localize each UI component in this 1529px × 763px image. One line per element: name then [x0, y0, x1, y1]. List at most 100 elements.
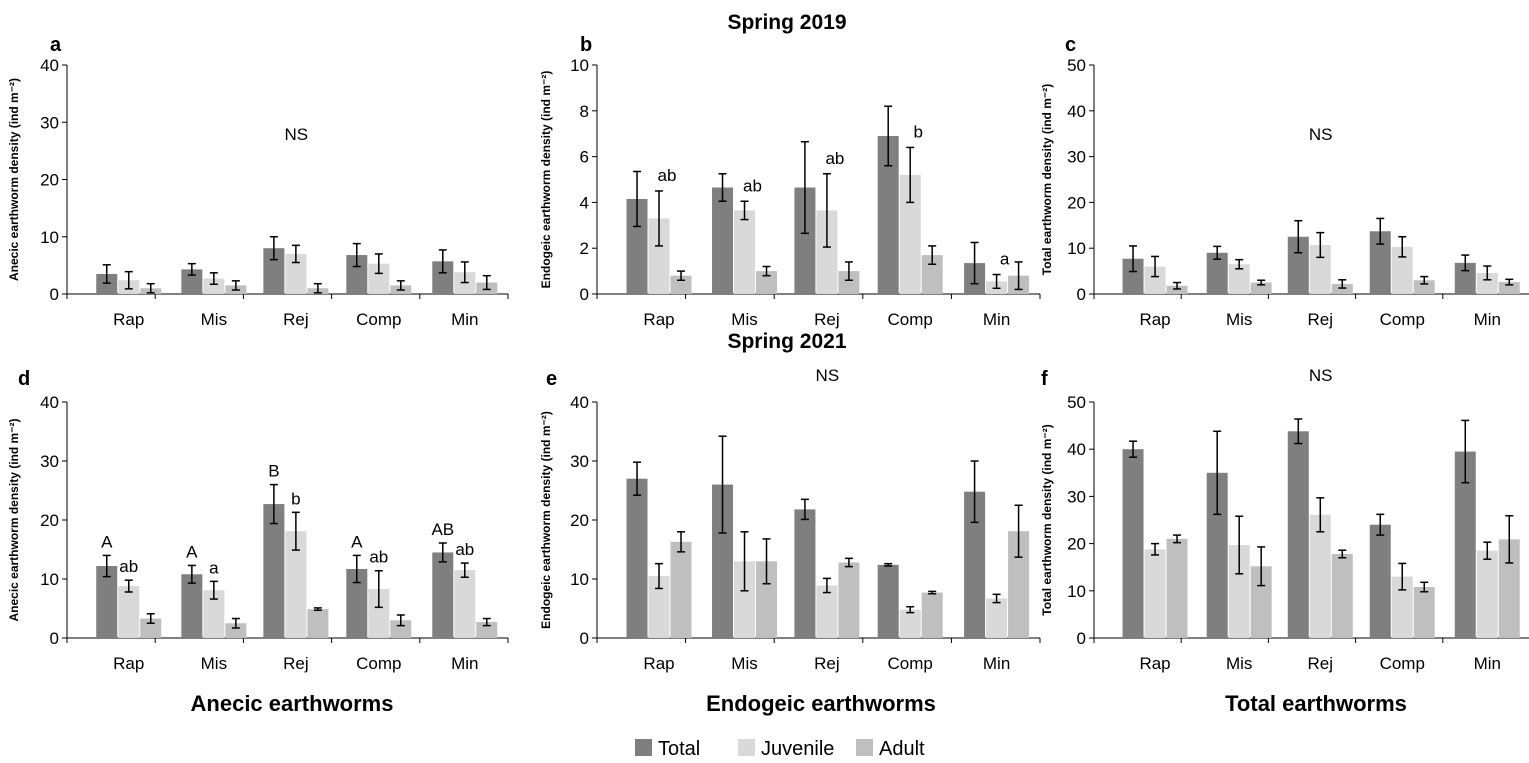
bar-total: [794, 187, 816, 294]
y-tick-label: 6: [580, 148, 589, 167]
y-tick-label: 10: [570, 56, 589, 75]
ns-annotation: NS: [816, 366, 840, 385]
y-axis-label: Total earthworm density (ind m⁻²): [1040, 424, 1054, 615]
y-axis-label: Anecic earthworm density (ind m⁻²): [7, 418, 21, 621]
error-bar: [1420, 581, 1429, 593]
error-bar: [1235, 515, 1244, 575]
x-tick-label: Min: [983, 310, 1010, 329]
x-tick-label: Rap: [1139, 310, 1170, 329]
error-bar: [209, 272, 218, 286]
bar-juvenile: [285, 253, 307, 294]
x-tick-label: Comp: [888, 654, 933, 673]
error-bar: [1338, 549, 1347, 559]
error-bar: [1398, 562, 1407, 591]
bar-juvenile: [1309, 514, 1331, 638]
error-bar: [1316, 231, 1325, 259]
error-bar: [844, 261, 853, 282]
error-bar: [374, 253, 383, 275]
bar-juvenile: [454, 570, 476, 638]
error-bar: [1483, 541, 1492, 560]
error-bar: [1505, 515, 1514, 564]
x-tick-label: Rap: [1139, 654, 1170, 673]
error-bar: [992, 273, 1001, 290]
x-tick-label: Mis: [201, 654, 227, 673]
error-bar: [822, 173, 831, 248]
error-bar: [1294, 418, 1303, 445]
error-bar: [970, 241, 979, 285]
bar-adult: [1498, 282, 1520, 294]
bar-total: [1369, 231, 1391, 294]
y-tick-label: 4: [580, 193, 589, 212]
error-bar: [633, 461, 642, 496]
error-bar: [844, 557, 853, 568]
bar-adult: [756, 271, 778, 294]
error-bar: [1014, 504, 1023, 558]
significance-letter: a: [209, 558, 219, 577]
bar-total: [432, 261, 454, 294]
bar-juvenile: [285, 531, 307, 638]
error-bar: [374, 569, 383, 609]
y-tick-label: 30: [1067, 487, 1086, 506]
x-tick-label: Min: [983, 654, 1010, 673]
error-bar: [124, 579, 133, 593]
y-tick-label: 20: [40, 511, 59, 530]
error-bar: [313, 607, 322, 612]
error-bar: [718, 173, 727, 203]
x-tick-label: Rej: [1308, 654, 1334, 673]
bar-juvenile: [1228, 545, 1250, 638]
bar-adult: [1008, 531, 1030, 638]
bar-adult: [921, 592, 943, 638]
error-bar: [677, 270, 686, 282]
error-bar: [992, 593, 1001, 604]
x-tick-label: Rej: [283, 310, 309, 329]
error-bar: [677, 531, 686, 553]
error-bar: [1420, 275, 1429, 285]
bar-juvenile: [203, 590, 225, 638]
y-tick-label: 0: [50, 285, 59, 304]
bar-juvenile: [899, 609, 921, 638]
y-tick-label: 20: [1067, 193, 1086, 212]
x-tick-label: Comp: [888, 310, 933, 329]
bar-juvenile: [648, 576, 670, 638]
bar-adult: [670, 275, 692, 294]
error-bar: [928, 245, 937, 265]
y-tick-label: 50: [1067, 393, 1086, 412]
y-tick-label: 50: [1067, 56, 1086, 75]
bar-adult: [1250, 566, 1272, 638]
error-bar: [822, 577, 831, 594]
y-tick-label: 0: [1077, 629, 1086, 648]
x-tick-label: Mis: [201, 310, 227, 329]
bar-total: [712, 484, 734, 638]
error-bar: [1294, 219, 1303, 254]
y-tick-label: 30: [570, 452, 589, 471]
y-tick-label: 0: [580, 629, 589, 648]
bar-juvenile: [1476, 550, 1498, 638]
y-tick-label: 30: [40, 113, 59, 132]
legend: Total Juvenile Adult: [635, 738, 925, 760]
y-axis-label: Anecic earthworm density (ind m⁻²): [7, 78, 21, 281]
error-bar: [1151, 542, 1160, 556]
bar-total: [877, 135, 899, 294]
bar-juvenile: [1476, 272, 1498, 294]
error-bar: [884, 105, 893, 167]
error-bar: [1376, 513, 1385, 536]
significance-letter: b: [291, 489, 300, 508]
significance-letter: b: [913, 122, 922, 141]
error-bar: [1461, 254, 1470, 272]
x-tick-label: Rej: [283, 654, 309, 673]
panel-d: d 0 10 20 30 40 Rap Mis Rej Comp Min Anecic earthwo…: [7, 368, 509, 673]
error-bar: [187, 262, 196, 276]
error-bar: [269, 236, 278, 261]
row-title-spring-2021: Spring 2021: [727, 330, 846, 353]
bar-total: [712, 187, 734, 294]
error-bar: [1316, 497, 1325, 533]
x-tick-label: Rap: [113, 310, 144, 329]
y-axis-label: Endogeic earthworm density (ind m⁻²): [539, 411, 553, 629]
bar-adult: [838, 562, 860, 638]
significance-letter: A: [186, 542, 198, 561]
bar-total: [1206, 472, 1228, 638]
x-tick-label: Rej: [814, 310, 840, 329]
legend-label-total: Total: [658, 738, 700, 760]
error-bar: [655, 190, 664, 247]
